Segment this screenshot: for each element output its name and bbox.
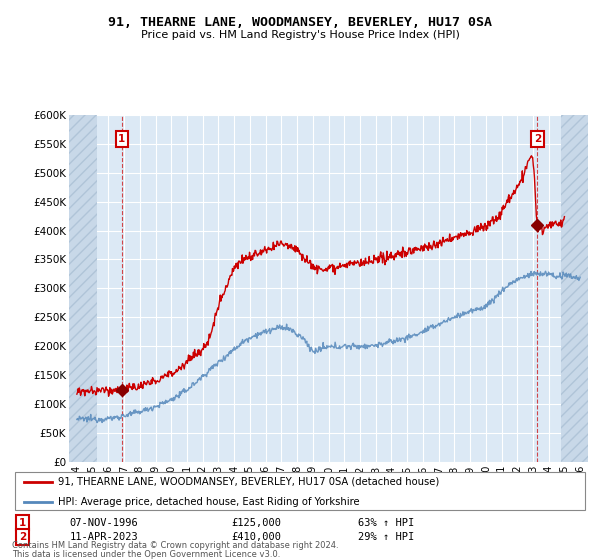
Text: 91, THEARNE LANE, WOODMANSEY, BEVERLEY, HU17 0SA (detached house): 91, THEARNE LANE, WOODMANSEY, BEVERLEY, …: [58, 477, 439, 487]
Text: 07-NOV-1996: 07-NOV-1996: [70, 518, 139, 528]
Text: 1: 1: [19, 518, 26, 528]
Text: 11-APR-2023: 11-APR-2023: [70, 532, 139, 542]
Text: 63% ↑ HPI: 63% ↑ HPI: [358, 518, 414, 528]
Text: Contains HM Land Registry data © Crown copyright and database right 2024.: Contains HM Land Registry data © Crown c…: [12, 542, 338, 550]
Text: 2: 2: [534, 134, 541, 144]
Text: 29% ↑ HPI: 29% ↑ HPI: [358, 532, 414, 542]
Text: £125,000: £125,000: [231, 518, 281, 528]
Text: HPI: Average price, detached house, East Riding of Yorkshire: HPI: Average price, detached house, East…: [58, 497, 360, 507]
Text: 91, THEARNE LANE, WOODMANSEY, BEVERLEY, HU17 0SA: 91, THEARNE LANE, WOODMANSEY, BEVERLEY, …: [108, 16, 492, 29]
FancyBboxPatch shape: [15, 473, 585, 510]
Text: This data is licensed under the Open Government Licence v3.0.: This data is licensed under the Open Gov…: [12, 550, 280, 559]
Bar: [561, 115, 588, 462]
Text: Price paid vs. HM Land Registry's House Price Index (HPI): Price paid vs. HM Land Registry's House …: [140, 30, 460, 40]
Text: 1: 1: [118, 134, 125, 144]
Text: 2: 2: [19, 532, 26, 542]
Bar: [69, 115, 97, 462]
Text: £410,000: £410,000: [231, 532, 281, 542]
